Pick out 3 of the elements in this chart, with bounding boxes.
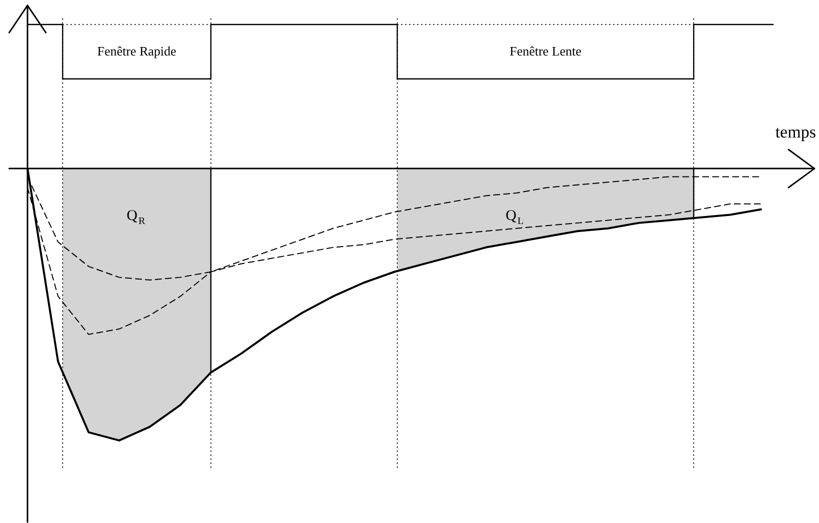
text: Fenêtre Rapide (97, 44, 177, 59)
x-axis-title: temps (775, 122, 816, 142)
text: Fenêtre Lente (510, 44, 582, 59)
